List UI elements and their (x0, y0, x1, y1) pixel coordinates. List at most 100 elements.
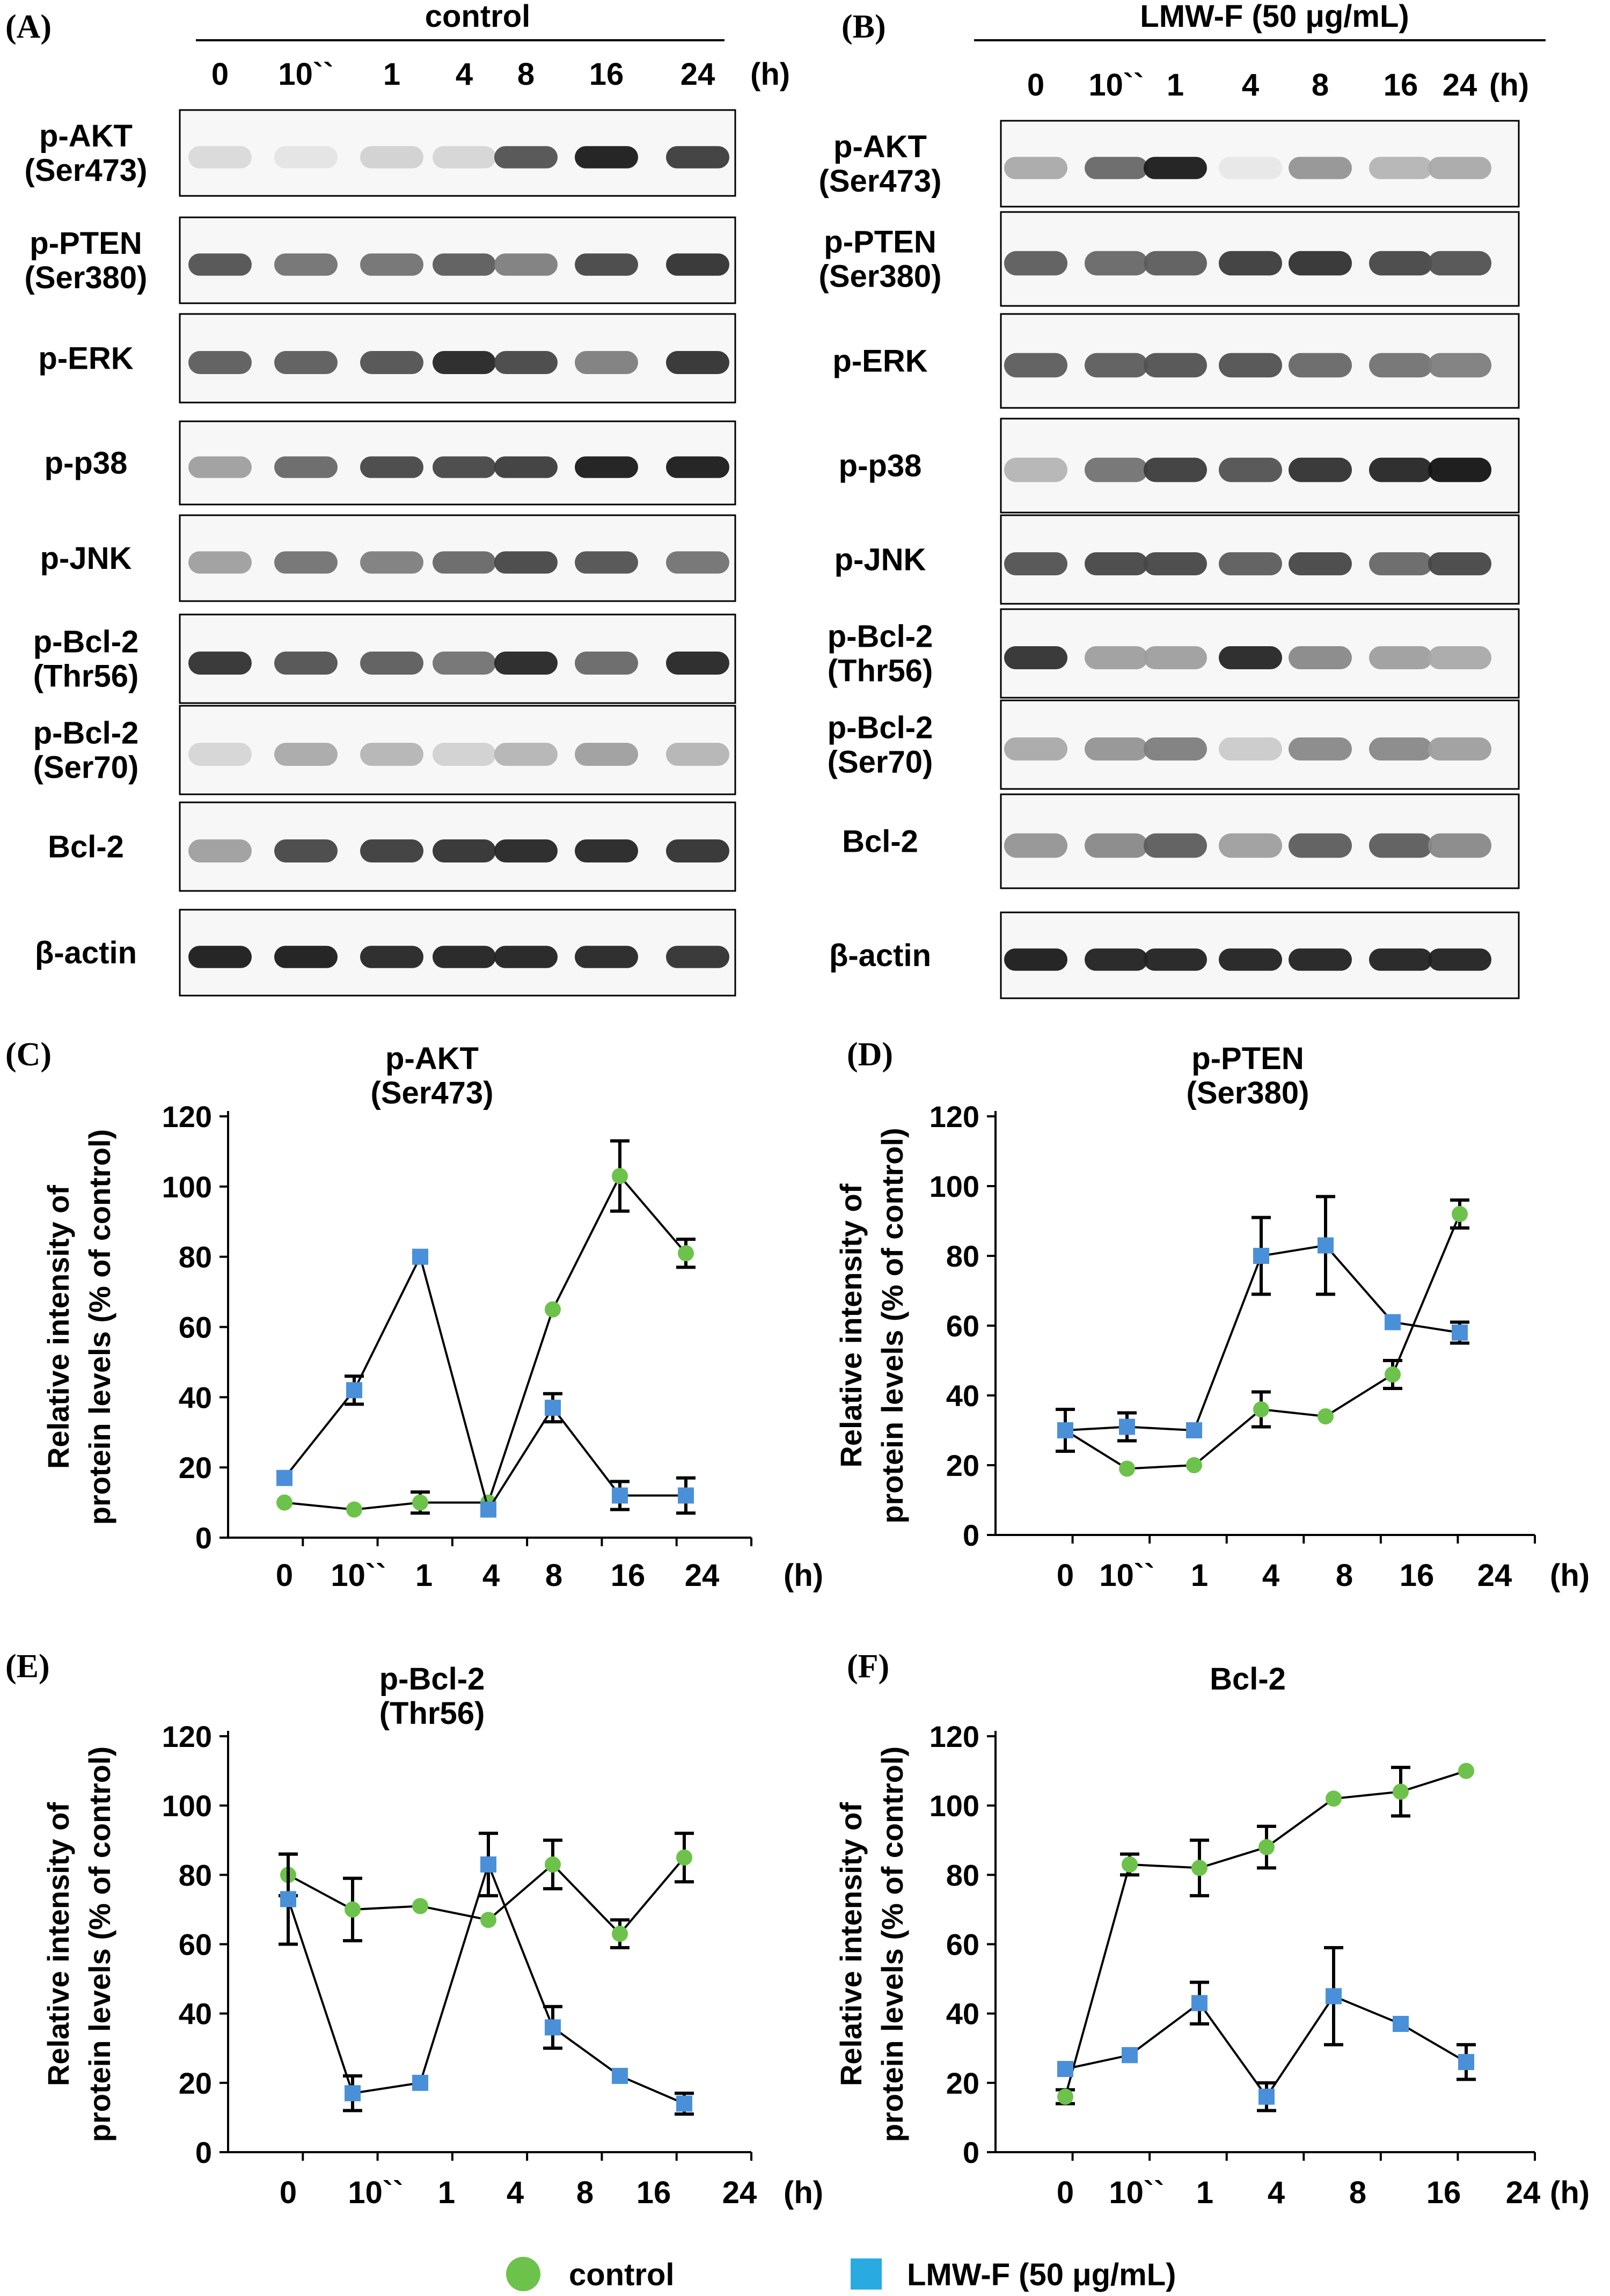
blot-row-label: p-Bcl-2 (33, 716, 139, 751)
blot-band (494, 351, 558, 374)
blot-band (1289, 646, 1352, 669)
blot-band (1219, 457, 1282, 482)
x-tick-label: 4 (482, 1558, 500, 1593)
x-tick-label: 0 (1057, 2175, 1074, 2210)
blot-band (360, 551, 423, 574)
blot-band (274, 743, 338, 766)
data-point-control (676, 1849, 692, 1866)
blot-band (188, 743, 252, 766)
blot-band (188, 351, 252, 374)
data-point-control (1057, 2088, 1073, 2105)
blot-band (1219, 948, 1282, 971)
x-tick-label: 1 (1191, 1558, 1208, 1593)
blot-band (360, 351, 423, 374)
y-tick-label: 60 (179, 1311, 212, 1344)
data-point-lmw (678, 1487, 694, 1504)
blot-band (360, 146, 423, 169)
blot-band (360, 253, 423, 276)
blot-band (575, 253, 638, 276)
blot-band (188, 652, 252, 675)
blot-band (1289, 251, 1352, 276)
blot-row-label: p-JNK (835, 543, 926, 577)
x-axis-unit: (h) (1550, 1558, 1590, 1593)
blot-band (360, 946, 423, 968)
blot-band (1004, 737, 1067, 761)
blot-band (1369, 737, 1432, 761)
chart-title: (Ser380) (1187, 1076, 1309, 1110)
blot-band (433, 743, 496, 766)
blot-band (1428, 646, 1491, 669)
blot-band (575, 146, 638, 169)
x-tick-label: 0 (280, 2175, 297, 2210)
blot-band (494, 146, 558, 169)
blot-row-label: (Ser70) (828, 745, 933, 780)
blot-band (1144, 552, 1207, 575)
blot-band (274, 351, 338, 374)
blot-band (1369, 833, 1432, 858)
panel-label-a: (A) (5, 9, 52, 45)
blot-band (1369, 948, 1432, 971)
blot-band (666, 652, 729, 675)
blot-band (1085, 157, 1148, 179)
data-point-lmw (1119, 1418, 1135, 1435)
blot-band (1004, 457, 1067, 482)
data-point-control (1191, 1860, 1208, 1876)
blot-band (433, 946, 496, 968)
data-point-control (1119, 1460, 1135, 1477)
legend: control LMW-F (50 μg/mL) (506, 2257, 1176, 2292)
blot-band (274, 253, 338, 276)
lane-label: 16 (589, 57, 624, 92)
data-point-control (1393, 1783, 1409, 1800)
blot-band (1004, 157, 1067, 179)
blot-band (666, 839, 729, 862)
x-tick-label: 0 (276, 1558, 293, 1593)
blot-band (494, 652, 558, 675)
data-point-control (412, 1898, 428, 1914)
blot-band (1369, 457, 1432, 482)
blot-band (1085, 457, 1148, 482)
y-tick-label: 80 (179, 1858, 212, 1892)
data-point-control (480, 1912, 496, 1928)
data-point-control (1326, 1790, 1342, 1807)
blot-time-unit: (h) (750, 57, 790, 92)
y-tick-label: 20 (946, 1449, 979, 1482)
x-axis-unit: (h) (784, 1558, 823, 1593)
blot-band (360, 743, 423, 766)
blot-band (1289, 948, 1352, 971)
data-point-control (678, 1245, 694, 1262)
blot-row-label: Bcl-2 (842, 824, 918, 859)
y-tick-label: 80 (179, 1240, 212, 1274)
x-tick-label: 4 (507, 2175, 524, 2210)
blot-band (1369, 552, 1432, 575)
blot-band (274, 146, 338, 169)
blot-row-label: β-actin (35, 935, 137, 970)
blot-band (1428, 457, 1491, 482)
y-tick-label: 120 (930, 1100, 979, 1134)
blot-row-label: (Thr56) (33, 659, 139, 694)
x-tick-label: 4 (1262, 1558, 1279, 1593)
x-tick-label: 10`` (1109, 2175, 1164, 2210)
lane-label: 4 (456, 57, 473, 92)
blot-row-label: p-Bcl-2 (828, 711, 933, 745)
data-point-control (1318, 1408, 1334, 1424)
blot-band (433, 253, 496, 276)
y-tick-label: 60 (179, 1928, 212, 1962)
data-point-control (276, 1494, 292, 1511)
y-axis-label: Relative intensity of (834, 1183, 868, 1467)
blot-band (1144, 457, 1207, 482)
data-point-lmw (545, 2019, 561, 2036)
blot-row-label: p-ERK (38, 341, 133, 376)
x-tick-label: 0 (1057, 1558, 1074, 1593)
x-tick-label: 8 (545, 1558, 562, 1593)
y-tick-label: 120 (162, 1100, 212, 1134)
blot-band (188, 551, 252, 574)
blot-band (274, 946, 338, 968)
blot-band (1004, 948, 1067, 971)
x-tick-label: 24 (685, 1558, 720, 1593)
y-tick-label: 20 (179, 2066, 212, 2100)
blot-band (1085, 833, 1148, 858)
x-tick-label: 24 (1477, 1558, 1512, 1593)
x-tick-label: 8 (1349, 2175, 1366, 2210)
blot-band (666, 351, 729, 374)
x-tick-label: 16 (636, 2175, 671, 2210)
